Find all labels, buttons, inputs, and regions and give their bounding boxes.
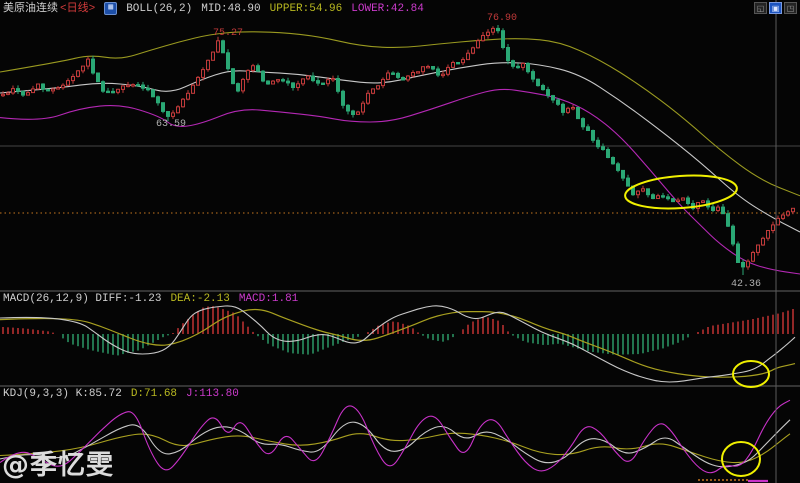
boll-lower-value: LOWER:42.84 [351, 2, 424, 15]
kdj-k-label: KDJ(9,3,3) K:85.72 [3, 388, 122, 400]
kdj-j-line [0, 399, 791, 474]
watermark: @季忆雯 [2, 450, 114, 481]
window-button-right[interactable]: ◳ [784, 2, 797, 14]
price-label: 75.27 [213, 28, 244, 39]
boll-upper-band [0, 31, 800, 197]
window-button-left[interactable]: ◱ [754, 2, 767, 14]
boll-label: BOLL(26,2) [126, 2, 193, 15]
price-label: 76.90 [487, 13, 518, 24]
window-button-middle[interactable]: ▣ [769, 2, 782, 14]
annotation-ellipse-kdj [721, 441, 761, 477]
main-chart-header: 美原油连续 <日线> ▦ BOLL(26,2) MID:48.90 UPPER:5… [3, 2, 424, 15]
macd-panel-header: MACD(26,12,9) DIFF:-1.23 DEA:-2.13 MACD:… [3, 293, 298, 305]
macd-value-label: MACD:1.81 [238, 293, 299, 305]
period-label: <日线> [60, 2, 96, 15]
macd-dea-label: DEA:-2.13 [170, 293, 230, 305]
kdj-d-line [0, 432, 791, 464]
kdj-panel-header: KDJ(9,3,3) K:85.72 D:71.68 J:113.80 [3, 388, 239, 400]
boll-lower-band [0, 88, 800, 275]
kdj-k-line [0, 419, 791, 468]
macd-dea-line [0, 308, 796, 378]
kdj-d-label: D:71.68 [130, 388, 178, 400]
boll-indicator-icon[interactable]: ▦ [104, 2, 118, 15]
kdj-j-label: J:113.80 [186, 388, 239, 400]
boll-mid-band [0, 62, 800, 233]
macd-diff-line [0, 305, 796, 383]
window-controls: ◱ ▣ ◳ [754, 2, 797, 14]
boll-mid-value: MID:48.90 [201, 2, 261, 15]
annotation-ellipse-main [624, 174, 738, 210]
price-label: 42.36 [731, 279, 762, 290]
price-label: 63.59 [156, 119, 187, 130]
macd-diff-label: MACD(26,12,9) DIFF:-1.23 [3, 293, 162, 305]
boll-upper-value: UPPER:54.96 [269, 2, 343, 15]
instrument-title: 美原油连续 [3, 2, 58, 15]
annotation-ellipse-macd [732, 360, 770, 388]
